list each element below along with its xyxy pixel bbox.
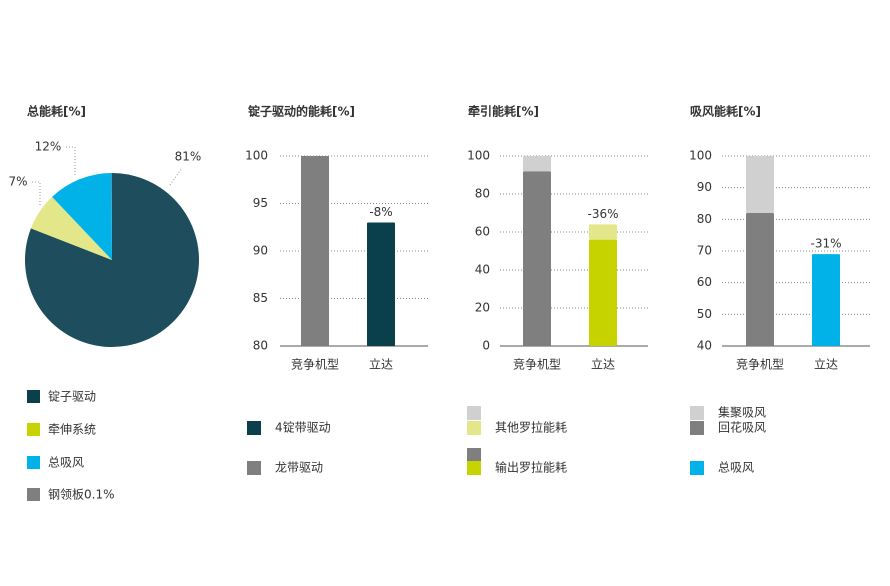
y-tick-label: 0 — [482, 339, 490, 353]
bar-segment — [523, 171, 551, 346]
pie-slice — [111, 173, 112, 260]
bar-segment — [746, 213, 774, 346]
chart-title: 锭子驱动的能耗[%] — [248, 104, 355, 119]
x-tick-label: 立达 — [814, 357, 838, 372]
leader-line — [30, 181, 41, 205]
legend-swatch — [467, 421, 481, 435]
y-tick-label: 80 — [475, 187, 490, 201]
bar-segment — [589, 239, 617, 346]
legend-swatch — [27, 390, 40, 403]
chart-title: 总能耗[%] — [27, 104, 86, 119]
bar-segment — [746, 156, 774, 213]
bar-segment — [589, 224, 617, 240]
legend-label: 牵伸系统 — [48, 423, 96, 437]
legend-swatch — [247, 421, 261, 435]
legend-label: 集聚吸风 — [718, 405, 766, 420]
y-tick-label: 100 — [467, 149, 490, 163]
legend-label: 总吸风 — [48, 456, 84, 470]
x-tick-label: 竞争机型 — [736, 358, 784, 372]
y-tick-label: 60 — [697, 275, 712, 289]
y-tick-label: 100 — [245, 149, 268, 163]
data-label: 7% — [8, 175, 27, 189]
bar-segment — [367, 222, 395, 346]
bar-segment — [812, 254, 840, 346]
y-tick-label: 40 — [697, 339, 712, 353]
legend-swatch — [690, 421, 704, 435]
leader-line — [169, 167, 183, 186]
legend-swatch — [690, 461, 704, 475]
legend-swatch — [27, 488, 40, 501]
legend-swatch — [27, 423, 40, 436]
x-tick-label: 竞争机型 — [513, 358, 561, 372]
legend-swatch — [27, 456, 40, 469]
legend-label: 4锭带驱动 — [275, 421, 331, 435]
y-tick-label: 95 — [253, 196, 268, 210]
legend-swatch — [247, 461, 261, 475]
legend-label: 钢领板0.1% — [48, 488, 115, 502]
legend-label: 回花吸风 — [718, 420, 766, 435]
pie-slice — [52, 173, 112, 260]
annotation: -36% — [587, 207, 618, 221]
y-tick-label: 85 — [253, 291, 268, 305]
data-label: 81% — [175, 150, 202, 164]
y-tick-label: 50 — [697, 307, 712, 321]
bar-segment — [301, 156, 329, 346]
y-tick-label: 90 — [253, 244, 268, 258]
y-tick-label: 80 — [697, 212, 712, 226]
y-tick-label: 20 — [475, 301, 490, 315]
legend-label: 锭子驱动 — [48, 390, 96, 404]
data-label: 12% — [35, 140, 62, 154]
annotation: -31% — [810, 237, 841, 251]
x-tick-label: 竞争机型 — [291, 358, 339, 372]
legend-label: 总吸风 — [718, 461, 754, 475]
pie-slice — [24, 173, 200, 347]
legend-label: 输出罗拉能耗 — [495, 460, 567, 475]
y-tick-label: 60 — [475, 225, 490, 239]
legend-swatch — [467, 461, 481, 475]
legend-swatch — [690, 406, 704, 420]
annotation: -8% — [369, 205, 392, 219]
x-tick-label: 立达 — [369, 357, 393, 372]
y-tick-label: 100 — [689, 149, 712, 163]
leader-line — [64, 146, 76, 175]
x-tick-label: 立达 — [591, 357, 615, 372]
chart-title: 牵引能耗[%] — [468, 104, 539, 119]
pie-slice — [30, 196, 112, 260]
y-tick-label: 90 — [697, 180, 712, 194]
bar-segment — [523, 156, 551, 172]
legend-swatch — [467, 406, 481, 420]
chart-title: 吸风能耗[%] — [690, 104, 761, 119]
legend-label: 其他罗拉能耗 — [495, 420, 567, 435]
y-tick-label: 80 — [253, 339, 268, 353]
y-tick-label: 40 — [475, 263, 490, 277]
y-tick-label: 70 — [697, 244, 712, 258]
legend-swatch — [467, 448, 481, 462]
legend-label: 龙带驱动 — [275, 461, 323, 475]
